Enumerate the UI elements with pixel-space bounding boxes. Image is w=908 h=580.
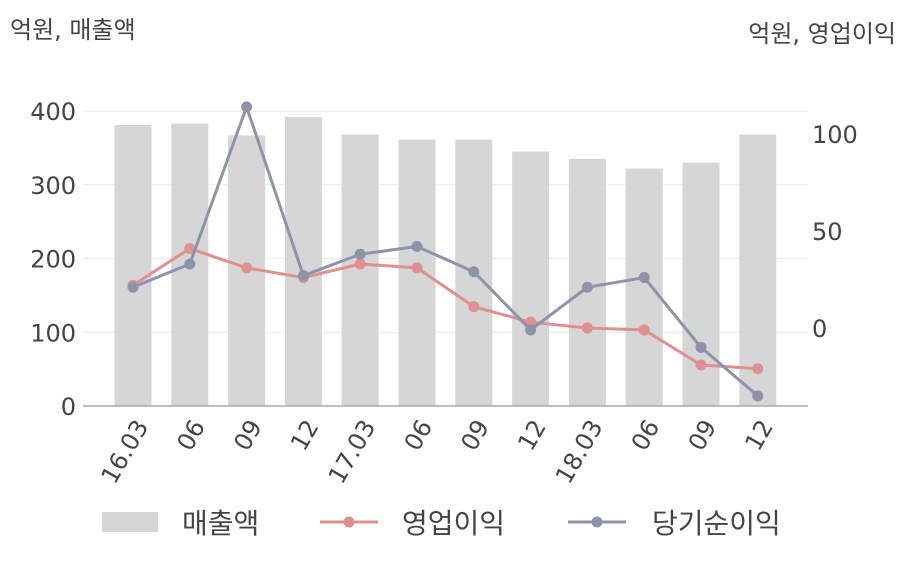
point-operating-profit-6 bbox=[468, 301, 480, 313]
point-operating-profit-8 bbox=[581, 322, 593, 334]
x-tick-label-0: 16.03 bbox=[96, 415, 155, 489]
x-tick-label-11: 12 bbox=[739, 415, 779, 455]
x-tick-label-10: 09 bbox=[683, 415, 723, 455]
x-tick-label-7: 12 bbox=[512, 415, 552, 455]
x-tick-label-2: 09 bbox=[228, 415, 268, 455]
point-operating-profit-9 bbox=[638, 324, 650, 336]
left-tick-label-3: 300 bbox=[30, 172, 76, 200]
right-axis-label: 억원, 영업이익 bbox=[748, 20, 896, 48]
right-tick-label-2: 100 bbox=[812, 121, 858, 149]
point-net-income-6 bbox=[468, 266, 480, 278]
x-tick-label-8: 18.03 bbox=[550, 415, 609, 489]
point-net-income-0 bbox=[127, 281, 139, 293]
x-tick-label-9: 06 bbox=[626, 415, 666, 455]
point-operating-profit-1 bbox=[184, 242, 196, 254]
line-net-income bbox=[132, 105, 759, 398]
bar-sales-4 bbox=[341, 134, 379, 406]
left-tick-label-1: 100 bbox=[30, 319, 76, 347]
left-tick-label-4: 400 bbox=[30, 98, 76, 126]
point-net-income-9 bbox=[638, 272, 650, 284]
point-operating-profit-11 bbox=[752, 363, 764, 375]
point-net-income-10 bbox=[695, 341, 707, 353]
legend-marker-net-income bbox=[591, 516, 603, 528]
legend: 매출액 영업이익 당기순이익 bbox=[102, 507, 781, 540]
legend-swatch-sales bbox=[102, 512, 158, 532]
point-net-income-7 bbox=[525, 324, 537, 336]
left-tick-label-2: 200 bbox=[30, 246, 76, 274]
bar-sales-3 bbox=[284, 116, 322, 407]
point-net-income-3 bbox=[297, 270, 309, 282]
legend-label-operating-profit: 영업이익 bbox=[402, 507, 505, 540]
bar-sales-11 bbox=[739, 134, 777, 406]
x-tick-label-1: 06 bbox=[171, 415, 211, 455]
point-net-income-11 bbox=[752, 390, 764, 402]
right-axis-ticks: 0 50 100 bbox=[812, 121, 858, 343]
x-tick-label-4: 17.03 bbox=[323, 415, 382, 489]
point-net-income-5 bbox=[411, 241, 423, 253]
point-operating-profit-5 bbox=[411, 262, 423, 274]
right-tick-label-1: 50 bbox=[812, 218, 843, 246]
right-tick-label-0: 0 bbox=[812, 315, 827, 343]
point-net-income-1 bbox=[184, 258, 196, 270]
point-operating-profit-4 bbox=[354, 258, 366, 270]
point-operating-profit-10 bbox=[695, 359, 707, 371]
point-net-income-2 bbox=[241, 101, 253, 113]
point-operating-profit-2 bbox=[241, 262, 253, 274]
line-operating-profit bbox=[132, 246, 758, 371]
legend-label-sales: 매출액 bbox=[182, 507, 259, 540]
point-net-income-4 bbox=[354, 248, 366, 260]
bar-sales-7 bbox=[512, 151, 550, 406]
point-operating-profit-7 bbox=[525, 316, 537, 328]
x-tick-label-6: 09 bbox=[455, 415, 495, 455]
bar-sales-9 bbox=[625, 168, 663, 406]
left-axis-label: 억원, 매출액 bbox=[10, 16, 136, 44]
bar-sales-0 bbox=[114, 125, 152, 406]
point-net-income-8 bbox=[581, 281, 593, 293]
line-series bbox=[127, 101, 764, 402]
bar-series bbox=[114, 116, 777, 407]
legend-label-net-income: 당기순이익 bbox=[652, 507, 781, 540]
x-tick-label-5: 06 bbox=[399, 415, 439, 455]
left-tick-label-0: 0 bbox=[61, 393, 76, 421]
legend-marker-operating-profit bbox=[343, 516, 355, 528]
left-axis-ticks: 0 100 200 300 400 bbox=[30, 98, 76, 421]
x-tick-label-3: 12 bbox=[285, 415, 325, 455]
